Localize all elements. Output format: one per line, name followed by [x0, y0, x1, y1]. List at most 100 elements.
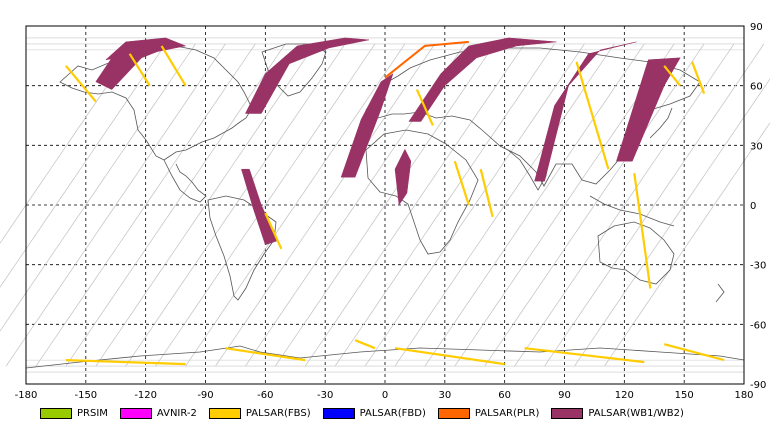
lat-tick-label: 90 [750, 22, 763, 33]
orbit-track [334, 43, 555, 367]
lon-tick-label: 0 [382, 390, 388, 401]
coast-japan [649, 107, 673, 139]
lon-tick-label: 180 [734, 390, 753, 401]
lat-tick-labels: 90 60 30 0 -30 -60 -90 [750, 22, 766, 391]
legend-swatch [208, 407, 241, 419]
legend-item: PALSAR(FBS) [208, 407, 311, 419]
orbit-track [0, 43, 196, 332]
orbit-track [155, 43, 376, 367]
orbit-track [65, 43, 286, 367]
orbit-track [544, 43, 765, 367]
lat-tick-label: 30 [750, 141, 763, 152]
legend-swatch [40, 407, 72, 419]
palsar-plr-tracks [384, 40, 469, 79]
legend-label: PALSAR(FBS) [245, 407, 311, 419]
coast-antarctica [25, 345, 745, 369]
wb-swath [244, 37, 370, 114]
fbs-track [575, 61, 610, 170]
legend: PRSIM AVNIR-2 PALSAR(FBS) PALSAR(FBD) PALSAR… [40, 404, 696, 422]
orbit-track [364, 43, 585, 367]
orbit-track [0, 43, 166, 288]
legend-label: PALSAR(PLR) [474, 407, 540, 419]
coast-new-zealand [715, 283, 725, 303]
fbs-track [394, 347, 505, 366]
legend-swatch [119, 407, 152, 419]
orbit-track [484, 43, 705, 367]
lat-tick-label: -60 [750, 320, 766, 331]
lon-tick-labels: -180 -150 -120 -90 -60 -30 0 30 60 90 120 150 180 [15, 390, 754, 401]
legend-item: PALSAR(PLR) [437, 407, 540, 419]
legend-label: PRSIM [77, 407, 108, 419]
wb-swath [340, 73, 394, 178]
wb-swath [534, 41, 637, 182]
lat-tick-label: -90 [750, 380, 766, 391]
orbit-track [35, 43, 256, 367]
map-plot: -180 -150 -120 -90 -60 -30 0 30 60 90 120 150 180 90… [0, 22, 770, 401]
fbs-track [225, 347, 306, 362]
legend-swatch [322, 407, 355, 419]
legend-label: PALSAR(WB1/WB2) [588, 407, 684, 419]
lon-tick-label: -60 [257, 390, 273, 401]
orbit-track [424, 43, 645, 367]
fbs-track [524, 347, 645, 364]
fbs-track [65, 65, 97, 103]
orbit-track [514, 43, 735, 367]
lat-tick-label: -30 [750, 261, 766, 272]
fbs-track [354, 339, 376, 350]
palsar-wb-swaths [95, 37, 681, 246]
plr-track [384, 40, 469, 79]
lon-tick-label: -30 [317, 390, 333, 401]
orbit-track [5, 43, 226, 367]
lon-tick-label: -120 [134, 390, 157, 401]
lon-tick-label: 60 [498, 390, 511, 401]
orbit-track [574, 78, 770, 367]
coast-north-america [59, 45, 253, 161]
orbit-track [125, 43, 346, 367]
legend-item: AVNIR-2 [119, 407, 197, 419]
fbs-track [663, 343, 725, 362]
fbs-track [128, 53, 151, 87]
fbs-track [65, 359, 186, 366]
wb-swath [616, 57, 681, 162]
coast-australia [597, 221, 675, 285]
lon-tick-label: 90 [558, 390, 571, 401]
legend-item: PRSIM [40, 407, 108, 419]
lat-tick-label: 0 [750, 201, 756, 212]
fbs-track [663, 65, 682, 87]
legend-label: AVNIR-2 [156, 407, 197, 419]
wb-swath [394, 148, 412, 206]
orbit-track [274, 43, 496, 367]
legend-label: PALSAR(FBD) [359, 407, 426, 419]
fbs-track [264, 212, 283, 250]
lat-tick-label: 60 [750, 82, 763, 93]
coast-indonesia [589, 195, 675, 227]
lon-tick-label: -150 [74, 390, 97, 401]
legend-swatch [437, 407, 470, 419]
lon-tick-label: 30 [438, 390, 451, 401]
orbit-track [185, 43, 406, 367]
fbs-track [479, 168, 494, 218]
fbs-track [691, 61, 706, 94]
lon-tick-label: 120 [615, 390, 634, 401]
fbs-track [415, 89, 434, 126]
fbs-track [453, 160, 470, 206]
lon-tick-label: -90 [197, 390, 213, 401]
lon-tick-label: 150 [675, 390, 694, 401]
orbit-track [394, 43, 615, 367]
wb-swath [241, 168, 278, 246]
lon-tick-label: -180 [15, 390, 38, 401]
legend-swatch [551, 407, 584, 419]
map-frame [25, 25, 745, 385]
orbit-track [604, 122, 770, 367]
wb-swath [408, 37, 557, 122]
wb-swath [105, 37, 187, 61]
legend-item: PALSAR(FBD) [322, 407, 426, 419]
orbit-track [304, 43, 525, 367]
fbs-track [633, 173, 652, 289]
coast-central-america [163, 159, 207, 203]
coast-africa [365, 129, 479, 255]
orbit-track [215, 43, 436, 367]
fbs-track [160, 45, 187, 87]
orbit-track [95, 43, 316, 367]
